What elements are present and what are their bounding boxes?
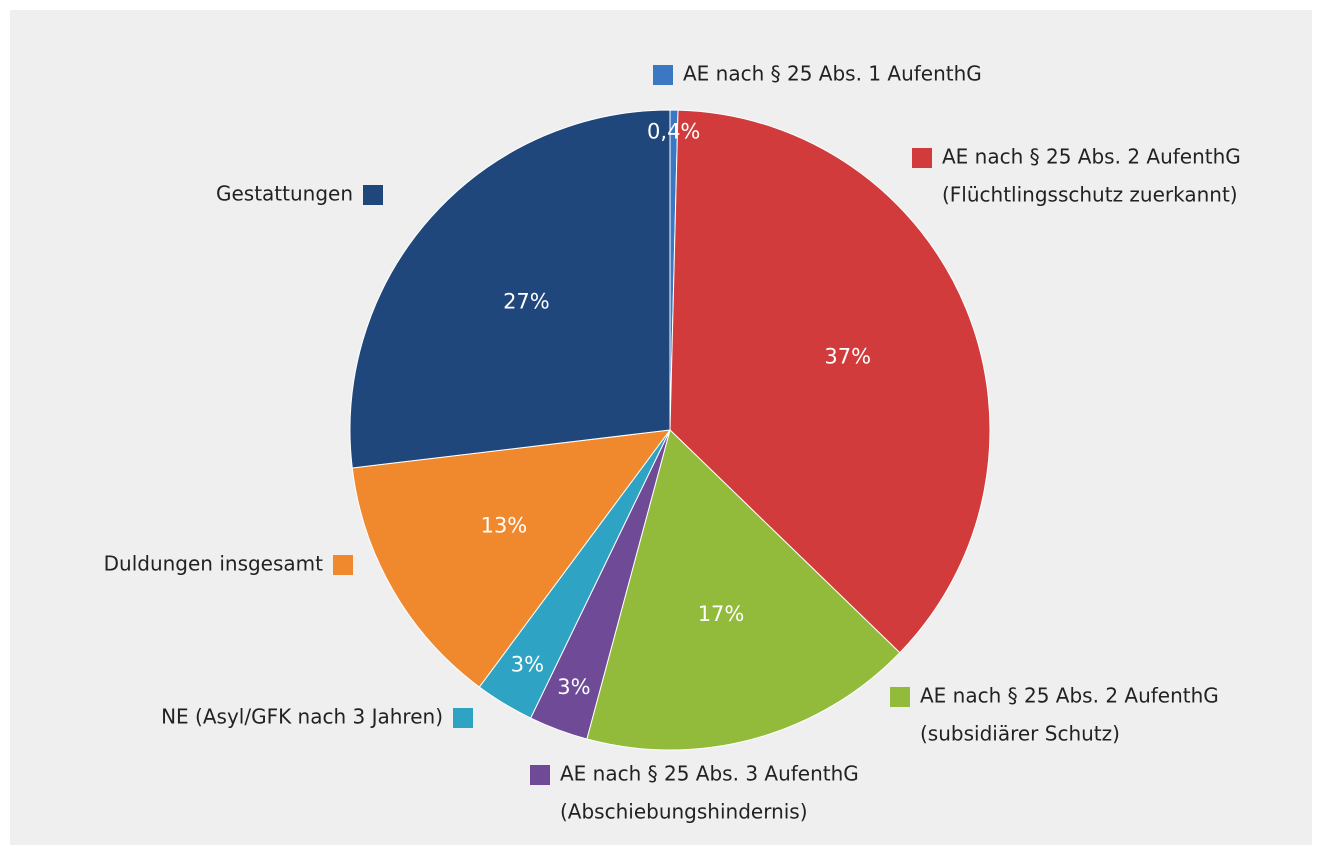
legend-swatch (890, 687, 910, 707)
legend-swatch (333, 555, 353, 575)
pie-slice (586, 429, 901, 751)
legend-label: (Flüchtlingsschutz zuerkannt) (942, 183, 1238, 207)
pie-slice (349, 109, 671, 469)
value-label: 3% (557, 675, 590, 699)
legend-label: (Abschiebungshindernis) (560, 800, 808, 824)
legend-label: NE (Asyl/GFK nach 3 Jahren) (161, 705, 443, 729)
legend-label: AE nach § 25 Abs. 3 AufenthG (560, 762, 859, 786)
value-label: 17% (698, 602, 745, 626)
pie-slice (669, 109, 991, 654)
value-label: 3% (511, 652, 544, 676)
labels: 0,4% AE nach § 25 Abs. 1 AufenthG 37% AE na… (104, 62, 1241, 824)
pie-slice (351, 429, 672, 688)
legend-label: AE nach § 25 Abs. 1 AufenthG (683, 62, 982, 86)
legend-label: AE nach § 25 Abs. 2 AufenthG (942, 145, 1241, 169)
value-label: 13% (481, 513, 528, 537)
legend-swatch (363, 185, 383, 205)
value-label: 0,4% (647, 119, 700, 143)
legend-label: AE nach § 25 Abs. 2 AufenthG (920, 684, 1219, 708)
value-label: 27% (503, 290, 550, 314)
legend-swatch (912, 148, 932, 168)
pie (349, 109, 991, 751)
value-label: 37% (824, 344, 871, 368)
legend-swatch (530, 765, 550, 785)
legend-label: (subsidiärer Schutz) (920, 722, 1120, 746)
legend-swatch (653, 65, 673, 85)
legend-swatch (453, 708, 473, 728)
legend-label: Duldungen insgesamt (104, 552, 324, 576)
legend-label: Gestattungen (216, 182, 353, 206)
